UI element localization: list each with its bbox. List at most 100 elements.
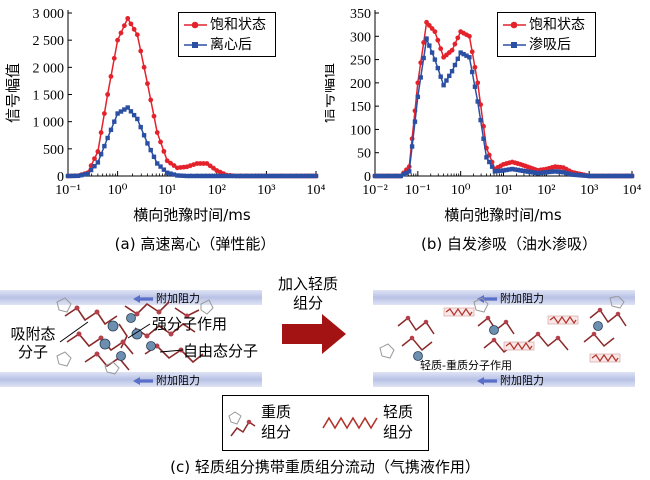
y-tick-label: 2 000	[33, 61, 65, 76]
series-point-2	[249, 173, 255, 179]
left-top-barrier	[0, 290, 262, 305]
series-point-2	[597, 173, 602, 179]
series-point-2	[599, 173, 604, 179]
series-point-2	[624, 173, 630, 179]
series-point-2	[296, 173, 301, 179]
series-point-2	[478, 117, 483, 123]
series-point-2	[458, 50, 463, 55]
series-point-2	[541, 170, 546, 175]
x-tick-label: 10⁰	[108, 183, 128, 198]
free-molecule-label: 自由态分子	[183, 342, 259, 360]
left-bottom-barrier	[0, 372, 262, 387]
series-point-2	[528, 169, 533, 175]
series-point-2	[629, 173, 635, 179]
series-point-2	[533, 170, 538, 176]
series-point-2	[383, 173, 388, 179]
series-point-2	[181, 173, 186, 179]
series-point-2	[444, 78, 449, 83]
series-point-2	[278, 173, 284, 179]
series-point-2	[158, 164, 163, 169]
series-point-2	[105, 135, 110, 141]
series-point-1	[111, 55, 117, 61]
series-point-2	[579, 173, 585, 178]
series-point-2	[512, 167, 518, 172]
series-point-1	[207, 163, 213, 169]
series-point-2	[270, 173, 275, 179]
y-tick-label: 1 000	[33, 116, 65, 131]
series-point-2	[240, 173, 246, 179]
chart-b: 0 50 100 150 200 250 300 350 10⁻² 10⁻¹ 10⁰ 10¹ 10² 10…	[325, 7, 642, 224]
series-point-2	[438, 74, 443, 79]
series-point-2	[507, 167, 512, 172]
series-point-2	[267, 173, 272, 179]
series-point-2	[229, 173, 234, 179]
series-point-2	[313, 173, 319, 179]
chart-a-ylabel: 信号幅值	[4, 63, 22, 123]
series-point-2	[223, 173, 228, 179]
series-point-2	[108, 127, 114, 133]
series-point-2	[115, 111, 120, 116]
series-point-1	[121, 23, 127, 29]
series-point-1	[449, 47, 455, 53]
series-point-2	[232, 173, 237, 179]
series-point-1	[158, 139, 163, 145]
x-tick-label: 10³	[257, 183, 275, 198]
component-legend: 重质 组分 轻质 组分	[222, 395, 429, 451]
series-point-2	[261, 173, 266, 179]
series-point-2	[577, 173, 582, 178]
series-point-2	[475, 99, 480, 104]
series-point-2	[226, 173, 231, 179]
series-point-2	[622, 173, 627, 179]
chart-b-ylabel: 信号幅值	[325, 63, 337, 123]
series-point-2	[388, 173, 393, 179]
series-point-1	[435, 37, 441, 43]
series-point-2	[217, 173, 222, 179]
right-arrow-icon	[282, 314, 346, 354]
series-point-1	[426, 23, 432, 28]
series-point-2	[564, 170, 569, 176]
series-point-2	[290, 173, 295, 179]
right-molecule-cluster	[379, 296, 627, 363]
y-tick-label: 0	[57, 170, 64, 185]
series-point-2	[464, 53, 469, 58]
series-point-2	[520, 168, 526, 174]
series-point-2	[510, 166, 515, 172]
series-point-2	[305, 173, 310, 179]
series-point-1	[432, 29, 438, 35]
series-point-2	[138, 124, 143, 130]
series-point-2	[619, 173, 625, 179]
chart-b-ticks: 0 50 100 150 200 250 300 350 10⁻² 10⁻¹ 10⁰ 10¹ 10² 10…	[350, 7, 642, 198]
series-point-2	[412, 119, 418, 124]
series-point-1	[171, 163, 177, 168]
series-point-2	[504, 167, 509, 173]
light-component-icon	[322, 416, 378, 430]
series-point-2	[135, 116, 140, 122]
chart-a: 0 500 1 000 1 500 2 000 2 500 3 000 10⁻¹ 10⁰ 10¹ 1…	[4, 7, 325, 224]
series-point-2	[184, 173, 190, 179]
x-tick-label: 10⁻¹	[405, 183, 431, 198]
series-point-2	[404, 170, 409, 176]
diagram-c-caption: (c) 轻质组分携带重质组分流动（气携液作用）	[170, 458, 480, 476]
strong-interaction-label: 强分子作用	[152, 315, 228, 333]
series-point-2	[79, 172, 84, 178]
series-point-2	[243, 173, 249, 179]
series-point-2	[481, 136, 486, 141]
series-point-2	[178, 173, 183, 178]
series-point-1	[164, 158, 170, 164]
series-point-2	[95, 160, 101, 165]
series-point-2	[161, 167, 167, 172]
series-point-2	[552, 169, 558, 174]
x-tick-label: 10¹	[494, 183, 512, 198]
y-tick-label: 250	[350, 54, 371, 69]
chart-b-xlabel: 横向弛豫时间/ms	[444, 206, 562, 224]
series-point-1	[168, 160, 173, 166]
series-point-2	[614, 173, 620, 179]
y-tick-label: 100	[350, 123, 371, 138]
y-tick-label: 3 000	[33, 7, 65, 22]
series-point-2	[102, 143, 107, 149]
chart-a-legend-item-1: 饱和状态	[210, 17, 266, 33]
series-point-2	[409, 144, 415, 149]
series-point-2	[449, 69, 455, 74]
series-point-2	[495, 168, 500, 174]
x-tick-label: 10¹	[158, 183, 176, 198]
